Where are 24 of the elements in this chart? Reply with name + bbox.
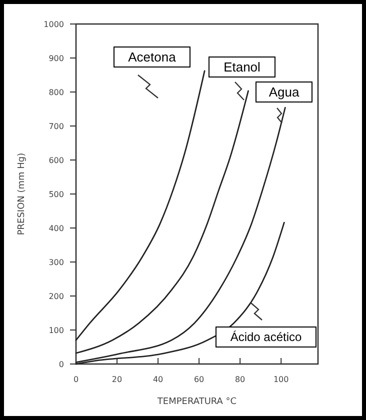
y-tick-label: 100 <box>48 326 64 335</box>
x-tick-label: 40 <box>152 375 164 384</box>
y-tick-label: 400 <box>48 224 64 233</box>
line-series <box>75 70 206 341</box>
y-tick-label: 0 <box>58 360 64 369</box>
y-tick-label: 700 <box>48 122 64 131</box>
x-tick-label: 0 <box>73 375 79 384</box>
x-tick-label: 60 <box>194 375 204 384</box>
text: Acetona <box>128 50 177 65</box>
y-tick-label: 900 <box>48 54 64 63</box>
x-tick-label: 100 <box>273 375 289 384</box>
series-label: Ácido acético <box>230 330 302 344</box>
y-tick-label: 300 <box>48 258 64 267</box>
series-label: Agua <box>268 84 300 100</box>
y-tick-label: 800 <box>48 88 64 97</box>
y-axis-title: PRESION (mm Hg) <box>17 152 27 236</box>
x-axis-title: TEMPERATURA °C <box>156 397 237 407</box>
y-tick-label: 500 <box>48 190 64 199</box>
y-tick-label: 1000 <box>44 20 64 29</box>
y-tick-label: 200 <box>48 292 64 301</box>
x-tick-label: 80 <box>234 375 246 384</box>
y-tick-label: 600 <box>48 156 64 165</box>
x-tick-label: 20 <box>112 375 122 384</box>
series-label: Etanol <box>224 60 261 75</box>
